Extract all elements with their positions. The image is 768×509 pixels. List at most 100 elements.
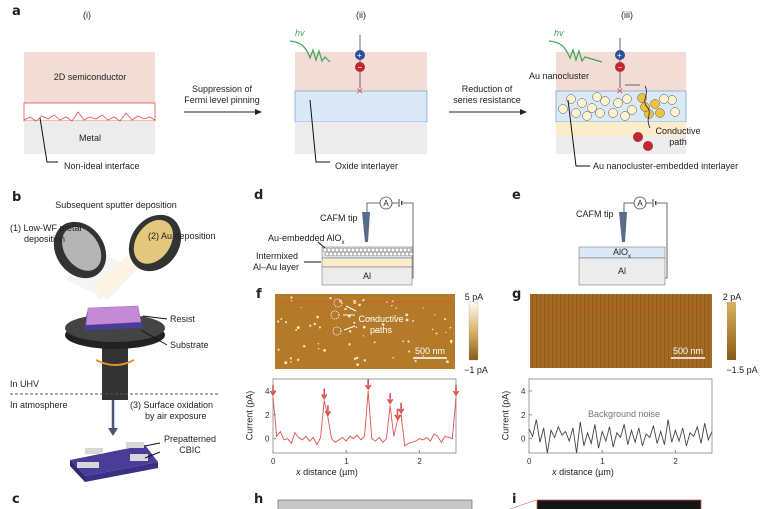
x-tick-label: 0 bbox=[527, 457, 532, 466]
series-line-g bbox=[528, 419, 713, 454]
colorbar-f-min: −1 pA bbox=[464, 365, 488, 375]
scale-bar-label-g: 500 nm bbox=[672, 346, 704, 356]
y-tick-label: 2 bbox=[521, 411, 526, 420]
arrow1-text: Suppression of bbox=[191, 84, 253, 94]
au-nanocluster bbox=[328, 251, 334, 257]
au-nanocluster bbox=[577, 98, 587, 108]
peak-arrow bbox=[364, 378, 372, 391]
conductive-spot bbox=[296, 358, 300, 362]
hv-label: hv bbox=[295, 28, 305, 38]
alox-text: AlO bbox=[612, 247, 629, 257]
conductive-spot bbox=[329, 296, 332, 300]
metal-label: Metal bbox=[78, 133, 102, 143]
arrow2-text-2: series resistance bbox=[453, 95, 521, 105]
au-nanocluster bbox=[600, 96, 610, 106]
photon-wave bbox=[289, 40, 331, 63]
au-nanocluster bbox=[408, 251, 414, 257]
panel-label-c: c bbox=[12, 492, 20, 507]
arrow-1 bbox=[184, 109, 262, 115]
conductive-spot bbox=[374, 329, 377, 332]
afm-map-f bbox=[275, 294, 479, 369]
y-tick-label: 4 bbox=[521, 387, 526, 396]
panel-label-e: e bbox=[512, 188, 521, 203]
step2-label: (2) Au deposition bbox=[148, 231, 216, 241]
conductive-spot bbox=[422, 355, 424, 357]
panel-label-g: g bbox=[512, 287, 522, 302]
au-nanocluster bbox=[360, 251, 366, 257]
step1-label: (1) Low-WF metal bbox=[10, 223, 82, 233]
au-nanocluster bbox=[368, 251, 374, 257]
au-nanocluster bbox=[667, 95, 677, 105]
conductive-spot bbox=[290, 296, 293, 299]
colorbar-f-max: 5 pA bbox=[464, 292, 484, 302]
au-nanocluster bbox=[380, 251, 386, 257]
xlabel-f-text: distance (µm) bbox=[300, 467, 358, 477]
au-nanocluster bbox=[386, 247, 392, 253]
colorbar-g-min: −1.5 pA bbox=[726, 365, 758, 375]
conductive-spot bbox=[316, 315, 319, 319]
au-nanocluster bbox=[670, 107, 680, 117]
au-nanocluster bbox=[571, 108, 581, 118]
au-nanocluster bbox=[400, 251, 406, 257]
conductive-spot bbox=[392, 356, 395, 359]
al-label-e: Al bbox=[617, 266, 627, 276]
svg-text:+: + bbox=[357, 51, 362, 60]
au-nanocluster bbox=[595, 108, 605, 118]
conductive-spot bbox=[414, 359, 417, 363]
conductive-path-line bbox=[644, 85, 651, 129]
uhv-label: In UHV bbox=[10, 379, 40, 389]
y-tick-label: 2 bbox=[265, 411, 270, 420]
conductive-spot bbox=[449, 339, 453, 343]
conductive-spot bbox=[408, 350, 411, 353]
plot-frame-f bbox=[272, 378, 457, 454]
conductive-spot bbox=[355, 326, 358, 329]
oxide-interlayer-label: Oxide interlayer bbox=[335, 161, 399, 171]
colorbar-g-max: 2 pA bbox=[722, 292, 742, 302]
afm-map-g bbox=[530, 294, 736, 368]
subscript-x: x bbox=[341, 239, 345, 246]
svg-text:−: − bbox=[618, 63, 623, 72]
conductive-spot bbox=[356, 363, 360, 367]
conductive-spot bbox=[290, 360, 292, 363]
conductive-spot bbox=[407, 340, 410, 343]
semiconductor-label: 2D semiconductor bbox=[53, 72, 127, 82]
panel-a-ii-stack: + − ✕ bbox=[289, 35, 428, 163]
arrow2-text: Reduction of bbox=[461, 84, 513, 94]
svg-text:+: + bbox=[617, 51, 622, 60]
conductive-spot bbox=[435, 332, 438, 335]
conductive-spot bbox=[285, 321, 288, 324]
conductive-spot bbox=[356, 356, 359, 360]
peak-arrow bbox=[269, 384, 277, 397]
embedded-interlayer-label: Au nanocluster-embedded interlayer bbox=[593, 161, 739, 171]
au-alox-text: Au-embedded AlO bbox=[268, 233, 342, 243]
scale-bar-label-f: 500 nm bbox=[414, 346, 446, 356]
au-nanocluster bbox=[406, 247, 412, 253]
panel-label-i: i bbox=[512, 492, 517, 507]
substrate-label: Substrate bbox=[170, 340, 209, 350]
ammeter-label-e: A bbox=[637, 199, 643, 208]
conductive-spot bbox=[449, 326, 452, 329]
conductive-spot bbox=[412, 320, 414, 322]
step3-label: (3) Surface oxidation bbox=[130, 400, 214, 410]
hv-label-iii: hv bbox=[554, 28, 564, 38]
au-alox-label: Au-embedded AlOx bbox=[268, 233, 345, 249]
y-tick-label: 4 bbox=[265, 387, 270, 396]
conductive-spot bbox=[317, 348, 320, 350]
au-nanocluster bbox=[396, 251, 402, 257]
conductive-spot bbox=[323, 349, 326, 352]
au-nanocluster bbox=[655, 108, 665, 118]
cafm-schematic-e bbox=[578, 196, 668, 286]
au-nanocluster bbox=[352, 251, 358, 257]
conductive-spot bbox=[344, 307, 347, 311]
x-tick-label: 2 bbox=[417, 457, 422, 466]
au-nanocluster bbox=[344, 251, 350, 257]
au-nanocluster bbox=[370, 247, 376, 253]
au-nanocluster bbox=[350, 247, 356, 253]
au-nanocluster bbox=[378, 247, 384, 253]
ylabel-f: Current (pA) bbox=[244, 390, 255, 441]
cafm-tip-label-e: CAFM tip bbox=[576, 209, 614, 219]
au-nanocluster bbox=[382, 247, 388, 253]
al-label-d: Al bbox=[362, 271, 372, 281]
panel-label-f: f bbox=[256, 287, 262, 302]
